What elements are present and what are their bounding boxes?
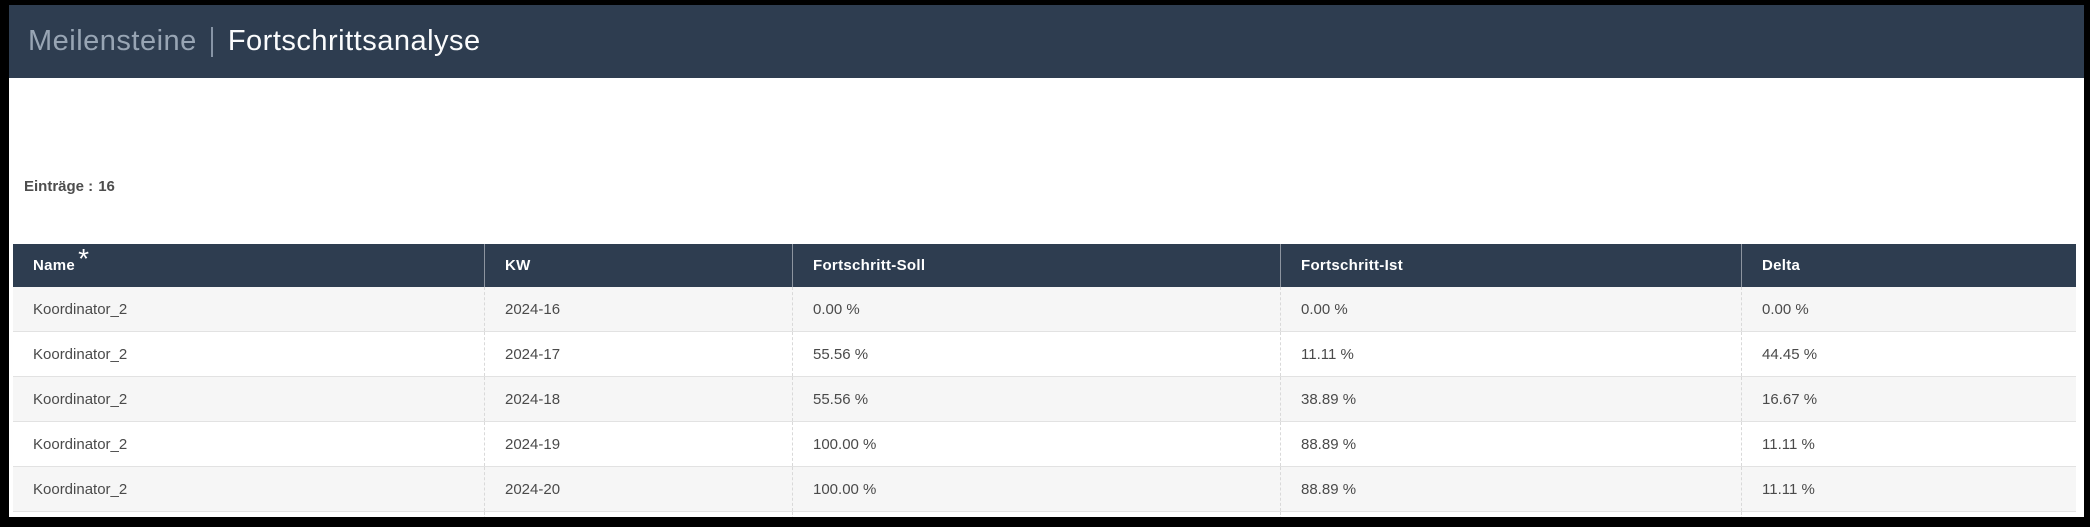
cell-kw: 2024-17 (484, 332, 792, 376)
entries-label: Einträge : (24, 178, 94, 195)
cell-kw: 2024-18 (484, 377, 792, 421)
cell-fortschritt-ist: 0.00 % (1280, 287, 1741, 331)
cell-kw: 2024-16 (484, 287, 792, 331)
table-row[interactable]: Koordinator_2 2024-20 100.00 % 88.89 % 1… (13, 467, 2076, 512)
cell-name: Koordinator_2 (33, 480, 128, 498)
cell-delta: 0.00 % (1741, 287, 2076, 331)
column-header-name[interactable]: Name * (33, 242, 90, 274)
cell-fortschritt-ist: 88.89 % (1280, 422, 1741, 466)
cell-fortschritt-soll: 55.56 % (792, 377, 1280, 421)
cell-name (13, 512, 484, 517)
cell-kw: 2024-19 (484, 422, 792, 466)
cell-fortschritt-soll: 55.56 % (792, 332, 1280, 376)
cell-name: Koordinator_2 (33, 435, 128, 453)
cell-fortschritt-soll: 100.00 % (792, 422, 1280, 466)
column-header-label: Fortschritt-Soll (813, 257, 926, 274)
cell-name: Koordinator_2 (33, 345, 128, 363)
cell-kw: 2024-20 (484, 467, 792, 511)
column-header-fortschritt-ist[interactable]: Fortschritt-Ist (1280, 244, 1741, 287)
entries-counter: Einträge : 16 (24, 178, 2084, 195)
cell-fortschritt-soll: 0.00 % (792, 287, 1280, 331)
title-bar: Meilensteine Fortschrittsanalyse (9, 5, 2084, 78)
table-row[interactable]: Koordinator_2 2024-19 100.00 % 88.89 % 1… (13, 422, 2076, 467)
page-title: Fortschrittsanalyse (227, 25, 481, 57)
column-header-label: Name (33, 257, 76, 274)
module-title: Meilensteine (28, 25, 197, 57)
cell-delta (1741, 512, 2076, 517)
table-row[interactable]: Koordinator_2 2024-18 55.56 % 38.89 % 16… (13, 377, 2076, 422)
cell-fortschritt-ist: 88.89 % (1280, 467, 1741, 511)
cell-delta: 11.11 % (1741, 467, 2076, 511)
cell-fortschritt-soll (792, 512, 1280, 517)
progress-table: Name * KW Fortschritt-Soll Fortschritt-I… (13, 244, 2076, 517)
cell-name: Koordinator_2 (33, 300, 128, 318)
table-row[interactable]: Koordinator_2 2024-17 55.56 % 11.11 % 44… (13, 332, 2076, 377)
cell-delta: 11.11 % (1741, 422, 2076, 466)
cell-fortschritt-ist: 11.11 % (1280, 332, 1741, 376)
table-body: Koordinator_2 2024-16 0.00 % 0.00 % 0.00… (13, 287, 2076, 517)
cell-delta: 16.67 % (1741, 377, 2076, 421)
title-divider (210, 26, 213, 57)
column-header-label: KW (505, 257, 531, 274)
table-row[interactable]: Koordinator_2 2024-16 0.00 % 0.00 % 0.00… (13, 287, 2076, 332)
column-header-delta[interactable]: Delta (1741, 244, 2076, 287)
cell-fortschritt-ist (1280, 512, 1741, 517)
column-header-label: Delta (1762, 257, 1801, 274)
cell-kw (484, 512, 792, 517)
cell-fortschritt-ist: 38.89 % (1280, 377, 1741, 421)
column-header-fortschritt-soll[interactable]: Fortschritt-Soll (792, 244, 1280, 287)
cell-name: Koordinator_2 (33, 390, 128, 408)
entries-count: 16 (98, 178, 115, 195)
app-window: Meilensteine Fortschrittsanalyse Einträg… (9, 5, 2084, 517)
table-header-row: Name * KW Fortschritt-Soll Fortschritt-I… (13, 244, 2076, 287)
column-header-label: Fortschritt-Ist (1301, 257, 1403, 274)
table-row-partial (13, 512, 2076, 517)
column-header-kw[interactable]: KW (484, 244, 792, 287)
cell-fortschritt-soll: 100.00 % (792, 467, 1280, 511)
cell-delta: 44.45 % (1741, 332, 2076, 376)
